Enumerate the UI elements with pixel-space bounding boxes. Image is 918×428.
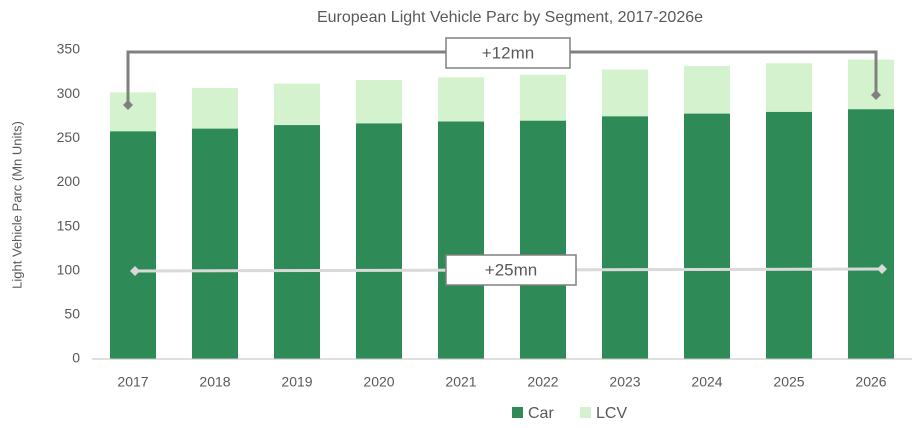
x-tick-label: 2018	[199, 374, 230, 390]
x-tick-label: 2024	[691, 374, 722, 390]
y-tick-label: 0	[72, 350, 80, 366]
marker	[877, 264, 887, 274]
bar-segment	[438, 121, 484, 359]
legend-label: Car	[528, 405, 554, 422]
x-tick-label: 2021	[445, 374, 476, 390]
x-tick-label: 2022	[527, 374, 558, 390]
bar-segment	[274, 125, 320, 360]
x-tick-label: 2019	[281, 374, 312, 390]
bar-segment	[684, 65, 730, 114]
x-tick-label: 2023	[609, 374, 640, 390]
bar-segment	[520, 74, 566, 121]
bar-segment	[274, 83, 320, 126]
bar-segment	[766, 63, 812, 112]
annotation-box	[445, 37, 571, 69]
x-tick-label: 2017	[117, 374, 148, 390]
bar-segment	[848, 109, 894, 359]
y-tick-label: 300	[57, 85, 81, 101]
annotation: +25mn	[485, 260, 537, 279]
y-tick-label: 100	[57, 261, 81, 277]
bar-segment	[192, 128, 238, 359]
bar-segment	[356, 123, 402, 359]
y-tick-label: 350	[57, 41, 81, 57]
bar-segment	[110, 131, 156, 359]
bar-segment	[684, 113, 730, 360]
bar-segment	[602, 116, 648, 359]
annotation-box	[445, 254, 577, 286]
y-tick-label: 150	[57, 217, 81, 233]
y-tick-label: 250	[57, 129, 81, 145]
y-tick-label: 200	[57, 173, 81, 189]
annotation: +12mn	[482, 43, 534, 62]
y-axis-label: Light Vehicle Parc (Mn Units)	[9, 121, 24, 289]
bar-segment	[110, 92, 156, 132]
bar-segment	[356, 80, 402, 124]
bar-segment	[520, 120, 566, 359]
marker	[871, 90, 881, 100]
x-tick-label: 2025	[773, 374, 804, 390]
x-tick-label: 2020	[363, 374, 394, 390]
bar-segment	[848, 59, 894, 110]
x-tick-label: 2026	[855, 374, 886, 390]
y-tick-label: 50	[64, 306, 80, 322]
bar-segment	[766, 111, 812, 359]
bar-segment	[192, 87, 238, 129]
marker	[130, 266, 140, 276]
bar-segment	[602, 69, 648, 117]
marker	[123, 100, 133, 110]
legend-swatch	[512, 407, 523, 418]
legend-swatch	[580, 407, 591, 418]
bar-segment	[438, 77, 484, 122]
legend-label: LCV	[596, 405, 627, 422]
chart-title: European Light Vehicle Parc by Segment, …	[317, 9, 703, 26]
